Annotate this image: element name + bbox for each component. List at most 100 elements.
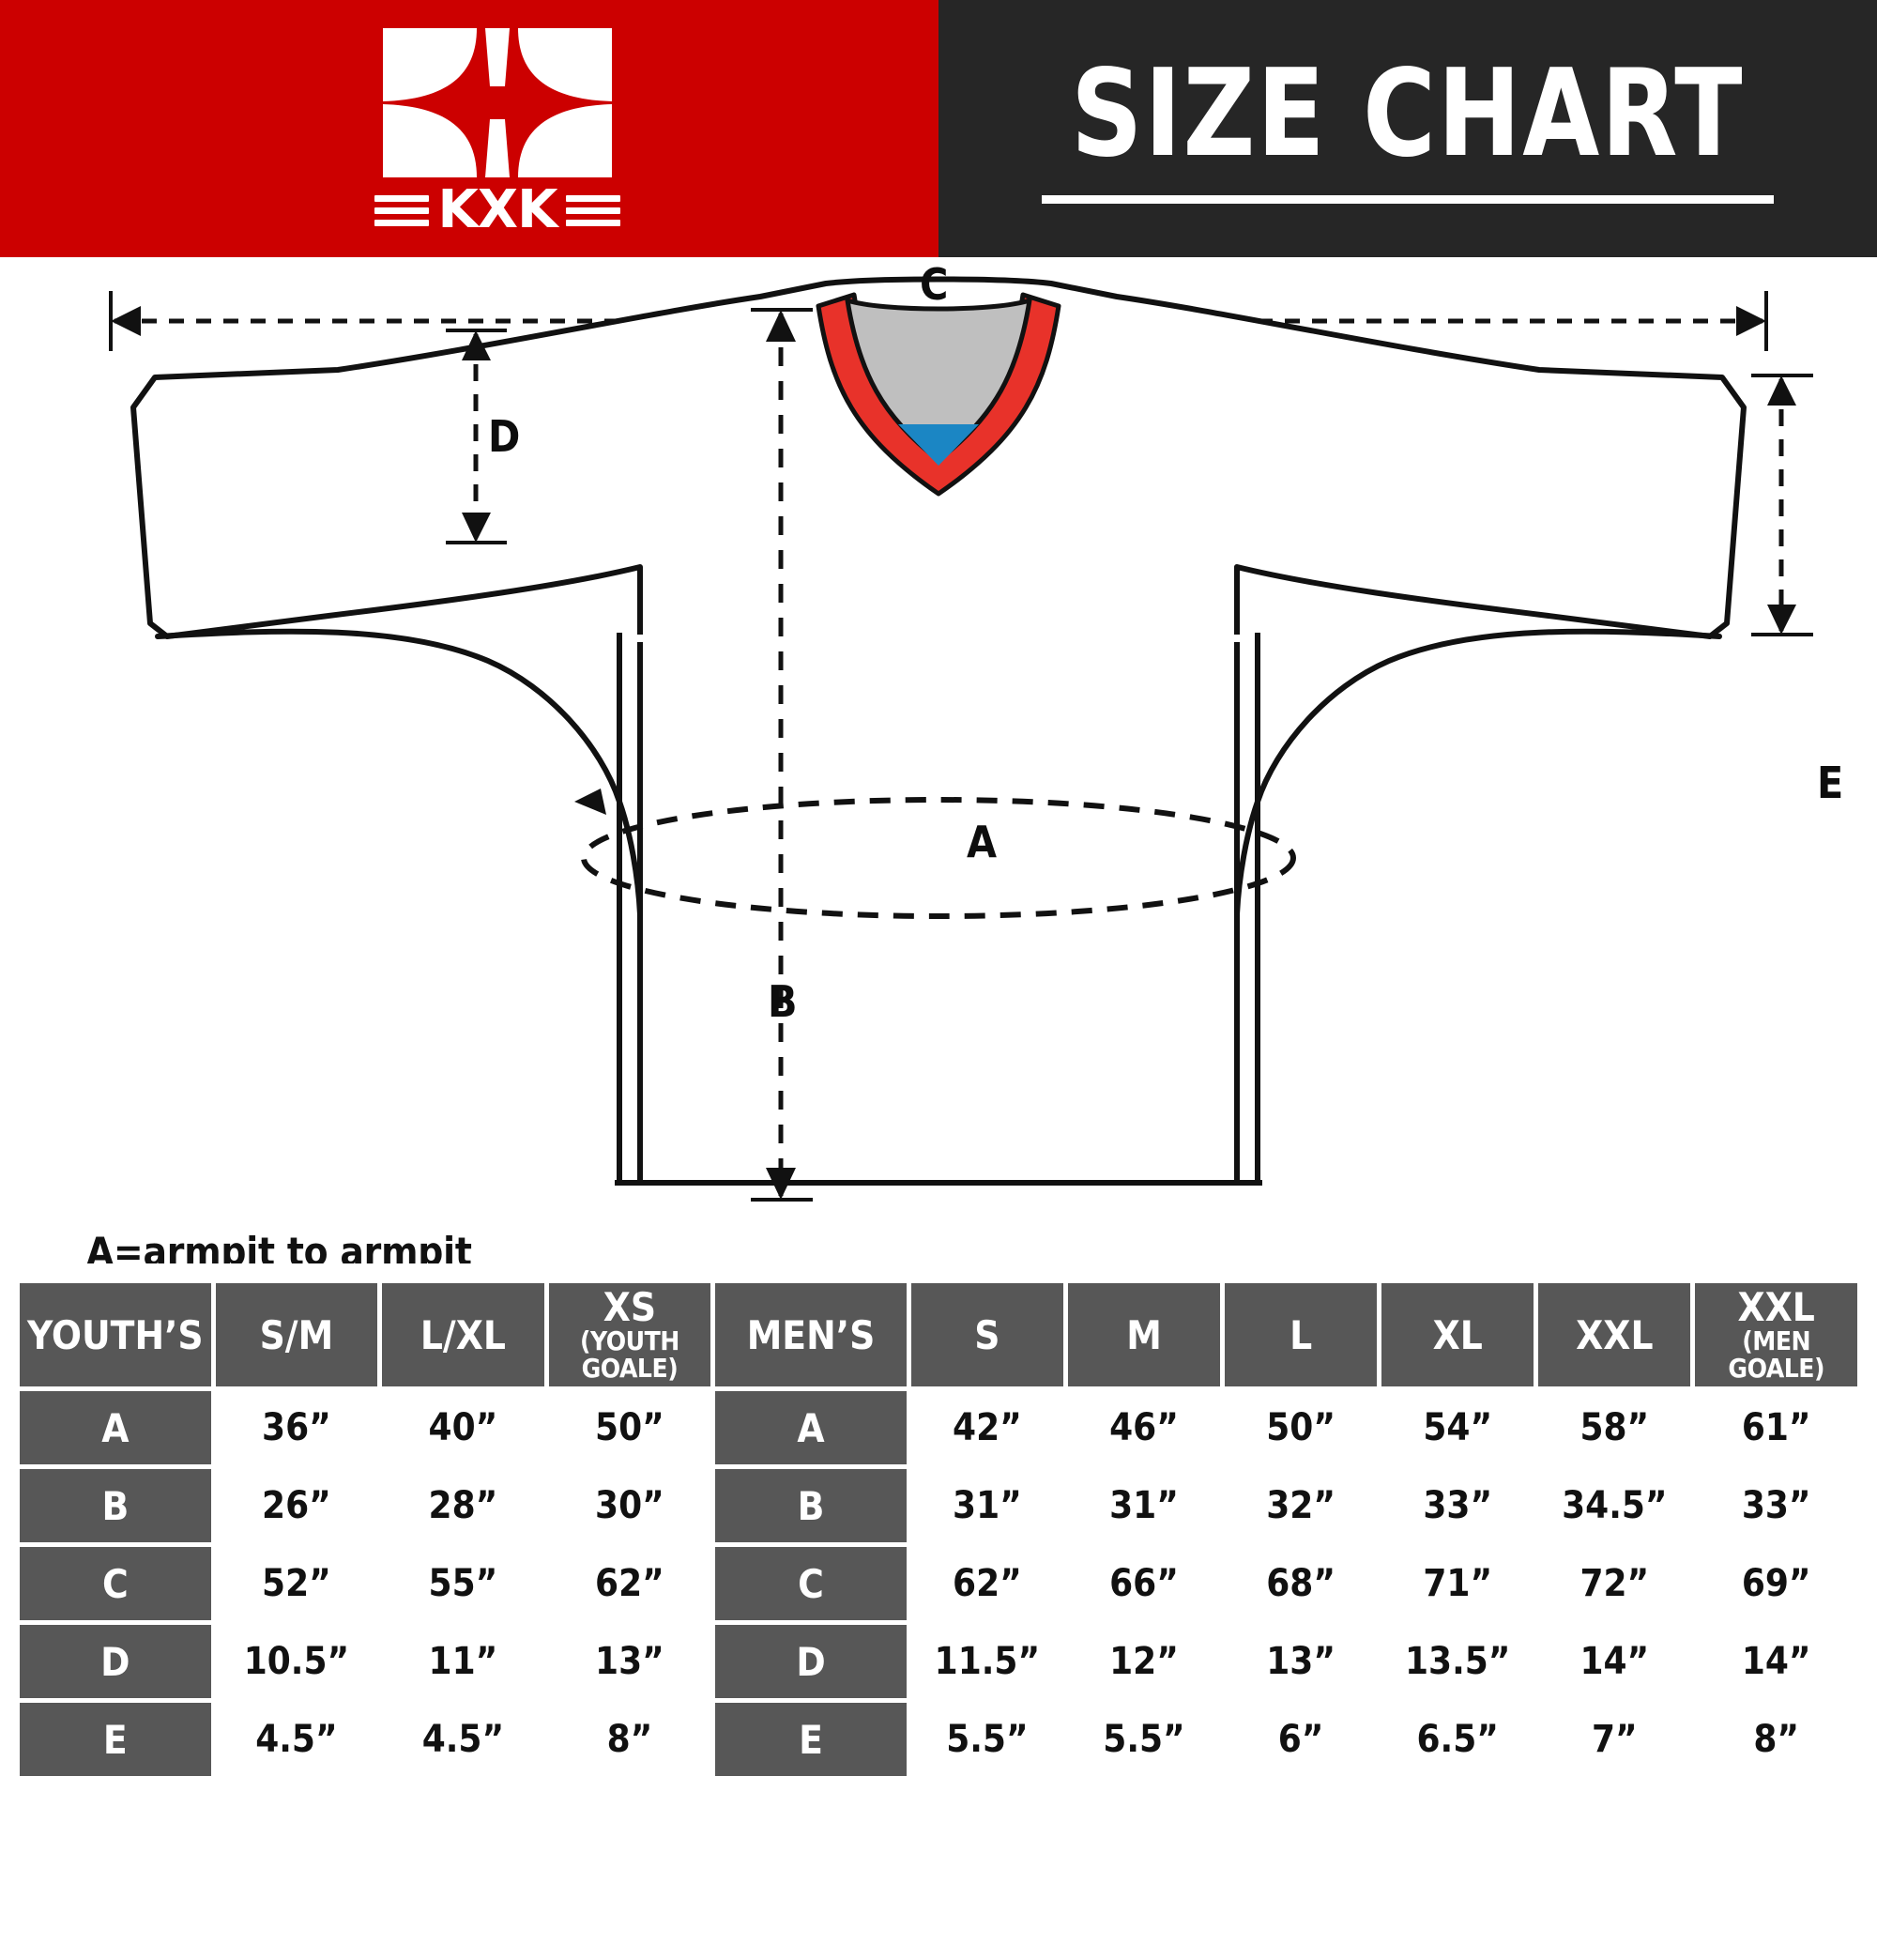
- cell-mens-A-0: 42”: [910, 1391, 1063, 1464]
- cell-youth-E-0: 4.5”: [215, 1703, 378, 1776]
- cell-mens-C-1: 66”: [1067, 1547, 1221, 1620]
- cell-mens-C-2: 68”: [1225, 1547, 1378, 1620]
- dimension-d-arrow-top: [462, 330, 491, 360]
- page-header: KXK SIZE CHART: [0, 0, 1877, 257]
- header-mens: MEN’S: [715, 1283, 907, 1386]
- dimension-e-arrow-top: [1767, 375, 1796, 406]
- cell-youth-C-2: 62”: [548, 1547, 711, 1620]
- cell-mens-C-3: 71”: [1381, 1547, 1534, 1620]
- dimension-b-arrow-top: [766, 310, 796, 342]
- jersey-right-underarm: [1234, 628, 1722, 917]
- cell-mens-A-2: 50”: [1225, 1391, 1378, 1464]
- cell-mens-D-0: 11.5”: [910, 1625, 1063, 1698]
- dimension-label-a: A: [967, 817, 998, 867]
- table-row: A 36” 40” 50” A 42” 46” 50” 54” 58” 61”: [20, 1391, 1857, 1464]
- header-youth-size-0: S/M: [215, 1283, 378, 1386]
- cell-mens-D-1: 12”: [1067, 1625, 1221, 1698]
- cell-mens-B-4: 34.5”: [1538, 1469, 1691, 1542]
- row-label-youth-B: B: [20, 1469, 211, 1542]
- dimension-a: [581, 797, 1296, 919]
- row-label-mens-D: D: [715, 1625, 907, 1698]
- dimension-label-d: D: [488, 411, 521, 462]
- brand-wordmark: KXK: [357, 184, 638, 237]
- cell-mens-B-2: 32”: [1225, 1469, 1378, 1542]
- dimension-c-arrow-left: [111, 306, 141, 336]
- size-table: YOUTH’S S/M L/XL XS (YOUTH GOALE) MEN’S S M L XL XX…: [15, 1279, 1862, 1781]
- table-row: B 26” 28” 30” B 31” 31” 32” 33” 34.5” 33”: [20, 1469, 1857, 1542]
- row-label-mens-B: B: [715, 1469, 907, 1542]
- header-mens-size-5: XXL (MEN GOALE): [1695, 1283, 1857, 1386]
- cell-mens-D-3: 13.5”: [1381, 1625, 1534, 1698]
- dimension-d-arrow-bottom: [462, 513, 491, 543]
- cell-mens-E-2: 6”: [1225, 1703, 1378, 1776]
- cell-mens-D-5: 14”: [1695, 1625, 1857, 1698]
- jersey-left-underarm: [155, 628, 643, 917]
- cell-mens-B-5: 33”: [1695, 1469, 1857, 1542]
- cell-youth-A-2: 50”: [548, 1391, 711, 1464]
- collar-inner-gray: [845, 298, 1032, 463]
- cell-youth-B-1: 28”: [382, 1469, 544, 1542]
- header-mens-size-3: XL: [1381, 1283, 1534, 1386]
- header-youths: YOUTH’S: [20, 1283, 211, 1386]
- row-label-youth-E: E: [20, 1703, 211, 1776]
- cell-mens-C-4: 72”: [1538, 1547, 1691, 1620]
- cell-mens-E-3: 6.5”: [1381, 1703, 1534, 1776]
- row-label-youth-D: D: [20, 1625, 211, 1698]
- wordmark-right-bars-icon: [566, 194, 621, 226]
- cell-youth-C-0: 52”: [215, 1547, 378, 1620]
- cell-youth-D-0: 10.5”: [215, 1625, 378, 1698]
- row-label-mens-A: A: [715, 1391, 907, 1464]
- brand-logo: KXK: [357, 21, 638, 237]
- cell-youth-D-1: 11”: [382, 1625, 544, 1698]
- cell-mens-A-4: 58”: [1538, 1391, 1691, 1464]
- cell-mens-E-1: 5.5”: [1067, 1703, 1221, 1776]
- table-row: C 52” 55” 62” C 62” 66” 68” 71” 72” 69”: [20, 1547, 1857, 1620]
- cell-youth-C-1: 55”: [382, 1547, 544, 1620]
- dimension-e: [1751, 374, 1813, 636]
- size-table-area: YOUTH’S S/M L/XL XS (YOUTH GOALE) MEN’S S M L XL XX…: [0, 1263, 1877, 1877]
- header-mens-size-4: XXL: [1538, 1283, 1691, 1386]
- table-row: E 4.5” 4.5” 8” E 5.5” 5.5” 6” 6.5” 7” 8”: [20, 1703, 1857, 1776]
- page-title: SIZE CHART: [1071, 43, 1745, 184]
- row-label-youth-A: A: [20, 1391, 211, 1464]
- jersey-collar: [816, 292, 1061, 497]
- size-chart-page: KXK SIZE CHART: [0, 0, 1877, 1877]
- cell-mens-D-2: 13”: [1225, 1625, 1378, 1698]
- cell-mens-B-3: 33”: [1381, 1469, 1534, 1542]
- dimension-label-e: E: [1817, 758, 1844, 808]
- cell-youth-A-1: 40”: [382, 1391, 544, 1464]
- table-header-row: YOUTH’S S/M L/XL XS (YOUTH GOALE) MEN’S S M L XL XX…: [20, 1283, 1857, 1386]
- cell-youth-B-2: 30”: [548, 1469, 711, 1542]
- header-youth-size-2: XS (YOUTH GOALE): [548, 1283, 711, 1386]
- cell-mens-B-1: 31”: [1067, 1469, 1221, 1542]
- row-label-mens-C: C: [715, 1547, 907, 1620]
- collar-blue-accent: [898, 424, 979, 466]
- cell-youth-E-1: 4.5”: [382, 1703, 544, 1776]
- brand-panel: KXK: [0, 0, 938, 257]
- cell-mens-A-1: 46”: [1067, 1391, 1221, 1464]
- jersey-diagram-svg: [109, 276, 1813, 1202]
- dimension-label-c: C: [920, 259, 949, 310]
- dimension-c-arrow-right: [1736, 306, 1766, 336]
- title-underline: [1042, 194, 1774, 204]
- cell-youth-A-0: 36”: [215, 1391, 378, 1464]
- dimension-e-arrow-bottom: [1767, 605, 1796, 635]
- cell-mens-D-4: 14”: [1538, 1625, 1691, 1698]
- cell-mens-E-4: 7”: [1538, 1703, 1691, 1776]
- row-label-mens-E: E: [715, 1703, 907, 1776]
- row-label-youth-C: C: [20, 1547, 211, 1620]
- cell-youth-E-2: 8”: [548, 1703, 711, 1776]
- header-mens-size-0: S: [910, 1283, 1063, 1386]
- table-row: D 10.5” 11” 13” D 11.5” 12” 13” 13.5” 14” 14”: [20, 1625, 1857, 1698]
- dimension-a-arrowhead: [574, 789, 606, 815]
- cell-mens-C-5: 69”: [1695, 1547, 1857, 1620]
- cell-mens-A-5: 61”: [1695, 1391, 1857, 1464]
- header-mens-size-2: L: [1225, 1283, 1378, 1386]
- header-youth-size-1: L/XL: [382, 1283, 544, 1386]
- dimension-d: [446, 329, 507, 544]
- cell-mens-C-0: 62”: [910, 1547, 1063, 1620]
- cell-mens-A-3: 54”: [1381, 1391, 1534, 1464]
- cell-mens-E-0: 5.5”: [910, 1703, 1063, 1776]
- cell-mens-B-0: 31”: [910, 1469, 1063, 1542]
- dimension-b: [751, 308, 813, 1202]
